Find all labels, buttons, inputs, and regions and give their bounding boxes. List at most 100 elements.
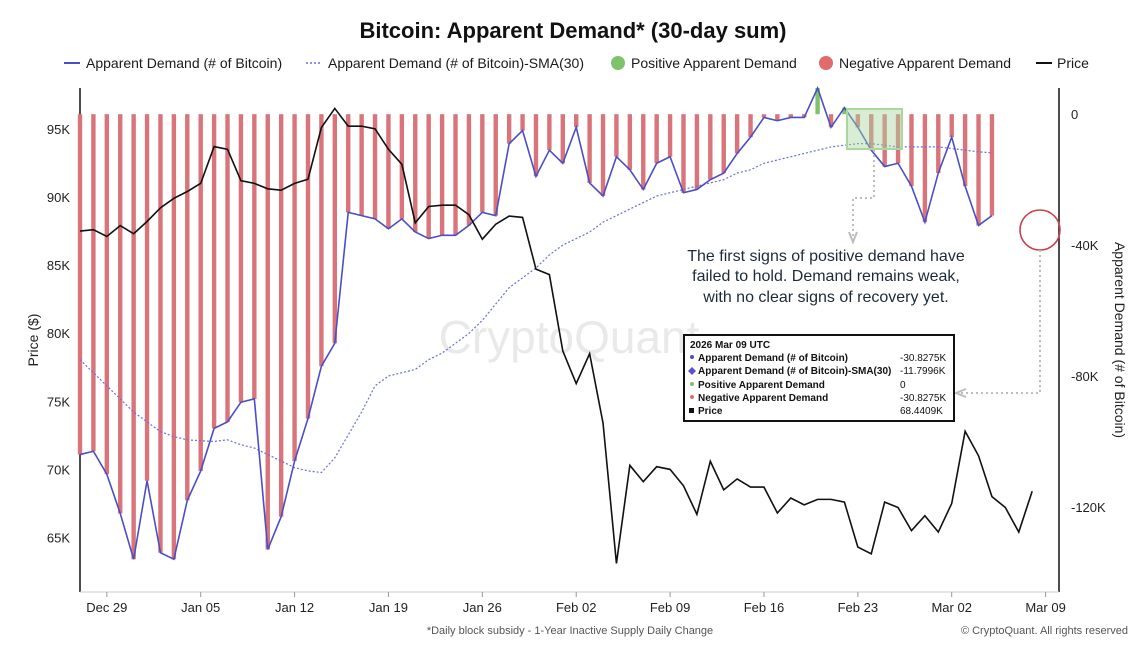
- tooltip: 2026 Mar 09 UTC Apparent Demand (# of Bi…: [683, 334, 955, 422]
- negative-demand-bar: [386, 114, 391, 229]
- legend-item-negative[interactable]: Negative Apparent Demand: [819, 55, 1011, 71]
- tooltip-sma-value: -11.7996K: [900, 366, 946, 377]
- negative-demand-bar: [574, 114, 579, 128]
- negative-demand-bar: [238, 114, 244, 403]
- y-left-tick-label: 95K: [47, 122, 70, 137]
- y-right-tick-label: -120K: [1071, 500, 1106, 515]
- x-tick-label: Jan 12: [275, 600, 314, 615]
- chart-title: Bitcoin: Apparent Demand* (30-day sum): [359, 18, 786, 43]
- negative-demand-bar: [560, 114, 565, 164]
- negative-demand-bar: [895, 114, 901, 164]
- negative-demand-bar: [466, 114, 472, 226]
- tooltip-positive-marker: [690, 382, 694, 386]
- tooltip-sma-label: Apparent Demand (# of Bitcoin)-SMA(30): [698, 366, 891, 377]
- negative-demand-bar: [359, 114, 364, 216]
- legend-item-price[interactable]: Price: [1036, 55, 1089, 71]
- legend-positive-label: Positive Apparent Demand: [631, 55, 797, 71]
- y-left-tick-label: 80K: [47, 326, 70, 341]
- negative-demand-bar: [158, 114, 163, 553]
- negative-demand-bar: [681, 114, 686, 193]
- legend-positive-swatch: [611, 56, 625, 70]
- negative-demand-bar: [372, 114, 378, 219]
- x-tick-label: Mar 02: [931, 600, 971, 615]
- sma-line: [79, 143, 992, 474]
- tooltip-negative-label: Negative Apparent Demand: [698, 393, 828, 404]
- y-left-tick-label: 90K: [47, 190, 70, 205]
- positive-highlight-box: [846, 108, 903, 150]
- negative-demand-bar: [708, 114, 713, 180]
- y-right-axis-title: Apparent Demand (# of Bitcoin): [1112, 242, 1128, 438]
- x-tick-label: Jan 05: [181, 600, 220, 615]
- annotation: The first signs of positive demand have …: [687, 248, 965, 306]
- tooltip-arrow-head: [953, 388, 967, 398]
- negative-demand-bar: [346, 114, 351, 213]
- tooltip-negative-marker: [690, 395, 694, 399]
- footnote: *Daily block subsidy - 1-Year Inactive S…: [427, 625, 713, 637]
- tooltip-box: [683, 334, 955, 422]
- ticks-layer: 65K 70K 75K 80K 85K 90K 95K 0 -40K -80K -120K Dec 2…: [47, 107, 1106, 615]
- y-right-tick-label: -80K: [1071, 369, 1099, 384]
- legend: Apparent Demand (# of Bitcoin) Apparent …: [64, 55, 1089, 71]
- negative-demand-bar: [654, 114, 659, 164]
- negative-demand-bar: [922, 114, 928, 223]
- negative-demand-bar: [828, 114, 834, 128]
- y-left-tick-label: 65K: [47, 531, 70, 546]
- negative-demand-bar: [211, 114, 217, 429]
- negative-demand-bar: [292, 114, 297, 462]
- legend-item-positive[interactable]: Positive Apparent Demand: [611, 55, 797, 71]
- x-tick-label: Feb 16: [744, 600, 784, 615]
- negative-demand-bar: [171, 114, 177, 560]
- negative-demand-bar: [775, 114, 780, 121]
- negative-demand-bar: [949, 114, 954, 138]
- tooltip-date: 2026 Mar 09 UTC: [690, 340, 770, 351]
- x-tick-label: Mar 09: [1025, 600, 1065, 615]
- negative-demand-bar: [748, 114, 753, 138]
- negative-demand-bar: [641, 114, 646, 190]
- negative-demand-bar: [198, 114, 203, 471]
- negative-demand-bar: [520, 114, 525, 131]
- negative-demand-bar: [547, 114, 552, 151]
- tooltip-price-marker: [689, 408, 694, 413]
- y-left-tick-label: 85K: [47, 258, 70, 273]
- y-left-axis-title: Price ($): [25, 314, 41, 367]
- y-right-tick-label: 0: [1071, 107, 1078, 122]
- negative-demand-bar: [909, 114, 914, 187]
- negative-demand-bar: [104, 114, 110, 475]
- negative-demand-bar: [453, 114, 458, 236]
- annotation-line-1: The first signs of positive demand have: [687, 248, 965, 265]
- negative-demand-bar: [627, 114, 633, 170]
- legend-price-label: Price: [1057, 55, 1089, 71]
- negative-demand-bar: [761, 114, 767, 118]
- legend-negative-swatch: [819, 56, 833, 70]
- negative-demand-bar: [332, 114, 338, 344]
- negative-demand-bar: [225, 114, 230, 422]
- negative-demand-bar: [734, 114, 740, 154]
- tooltip-demand-marker: [690, 355, 694, 359]
- negative-demand-bar: [533, 114, 539, 177]
- legend-item-sma[interactable]: Apparent Demand (# of Bitcoin)-SMA(30): [306, 55, 584, 71]
- annotation-line-3: with no clear signs of recovery yet.: [702, 289, 948, 306]
- negative-demand-bar: [91, 114, 96, 452]
- negative-demand-bar: [506, 114, 512, 144]
- negative-demand-bar: [305, 114, 311, 419]
- negative-demand-bar: [480, 114, 485, 213]
- negative-demand-bar: [252, 114, 257, 399]
- tooltip-sma-marker: [688, 367, 696, 375]
- negative-demand-bar: [882, 114, 887, 167]
- negative-demand-bar: [426, 114, 431, 239]
- negative-demand-bar: [976, 114, 981, 226]
- tooltip-price-label: Price: [698, 406, 723, 417]
- negative-demand-bar: [77, 114, 83, 455]
- watermark: CryptoQuant: [439, 311, 700, 363]
- negative-demand-bar: [131, 114, 136, 560]
- x-tick-label: Dec 29: [86, 600, 127, 615]
- negative-demand-bar: [439, 114, 445, 236]
- legend-item-demand[interactable]: Apparent Demand (# of Bitcoin): [64, 55, 282, 71]
- copyright: © CryptoQuant. All rights reserved: [961, 625, 1128, 637]
- bars-layer: [77, 88, 995, 560]
- negative-demand-bar: [869, 114, 874, 151]
- negative-demand-bar: [788, 114, 793, 118]
- negative-demand-bar: [493, 114, 498, 216]
- legend-demand-label: Apparent Demand (# of Bitcoin): [86, 55, 282, 71]
